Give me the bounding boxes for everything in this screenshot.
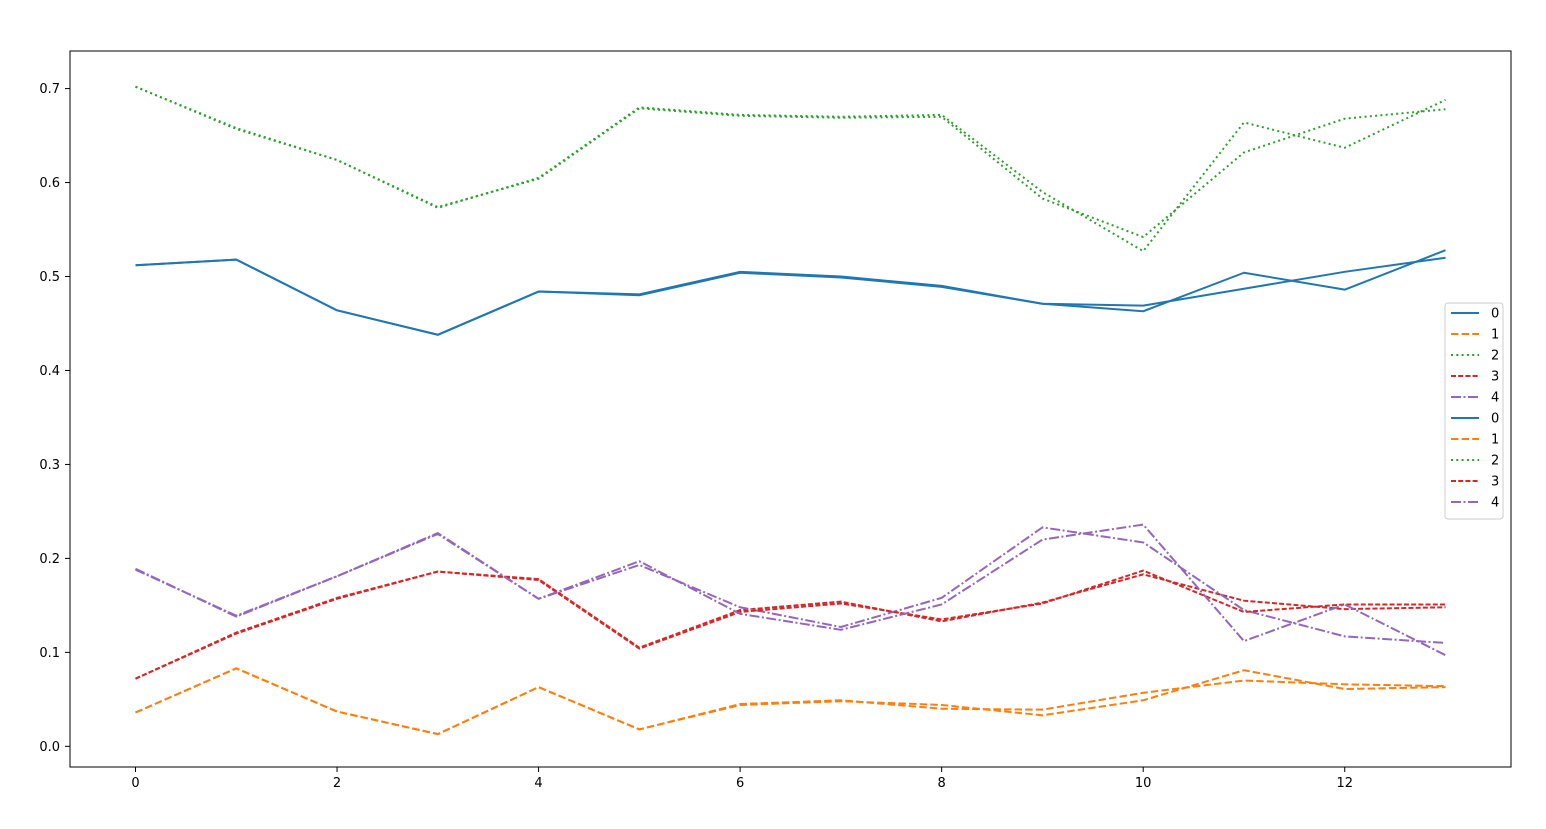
legend-label: 1 [1491, 328, 1499, 343]
series-line-2 [135, 85, 1446, 253]
legend: 0 1 2 3 4 0 1 2 3 4 [1444, 302, 1504, 520]
x-axis-ticks: 0 2 4 6 8 10 12 [131, 767, 1353, 791]
y-axis-ticks: 0.0 0.1 0.2 0.3 0.4 0.5 0.6 0.7 [39, 82, 70, 755]
legend-label: 0 [1491, 307, 1499, 322]
y-tick-label: 0.4 [39, 364, 60, 379]
series-line-4 [135, 523, 1446, 657]
legend-label: 3 [1491, 370, 1499, 385]
y-tick-label: 0.7 [39, 82, 60, 97]
x-tick-label: 4 [534, 776, 542, 791]
x-tick-label: 8 [938, 776, 946, 791]
y-tick-label: 0.1 [39, 646, 60, 661]
x-tick-label: 10 [1135, 776, 1152, 791]
legend-label: 2 [1491, 454, 1499, 469]
y-tick-label: 0.6 [39, 176, 60, 191]
legend-box [1444, 302, 1504, 520]
series-lines [135, 85, 1446, 736]
legend-label: 3 [1491, 475, 1499, 490]
legend-label: 4 [1491, 496, 1499, 511]
y-tick-label: 0.3 [39, 458, 60, 473]
y-tick-label: 0.2 [39, 552, 60, 567]
series-line-4 [135, 526, 1446, 644]
series-line-0 [135, 256, 1446, 336]
y-tick-label: 0.5 [39, 270, 60, 285]
legend-label: 1 [1491, 433, 1499, 448]
x-tick-label: 0 [131, 776, 139, 791]
series-line-3 [135, 570, 1446, 680]
legend-label: 0 [1491, 412, 1499, 427]
y-tick-label: 0.0 [39, 740, 60, 755]
legend-label: 2 [1491, 349, 1499, 364]
axes-frame [69, 50, 1512, 768]
series-line-2 [135, 85, 1446, 239]
series-line-0 [135, 249, 1446, 336]
legend-label: 4 [1491, 391, 1499, 406]
x-tick-label: 2 [333, 776, 341, 791]
series-line-1 [135, 667, 1446, 736]
x-tick-label: 12 [1336, 776, 1353, 791]
series-line-3 [135, 569, 1446, 680]
x-tick-label: 6 [736, 776, 744, 791]
series-line-1 [135, 667, 1446, 736]
